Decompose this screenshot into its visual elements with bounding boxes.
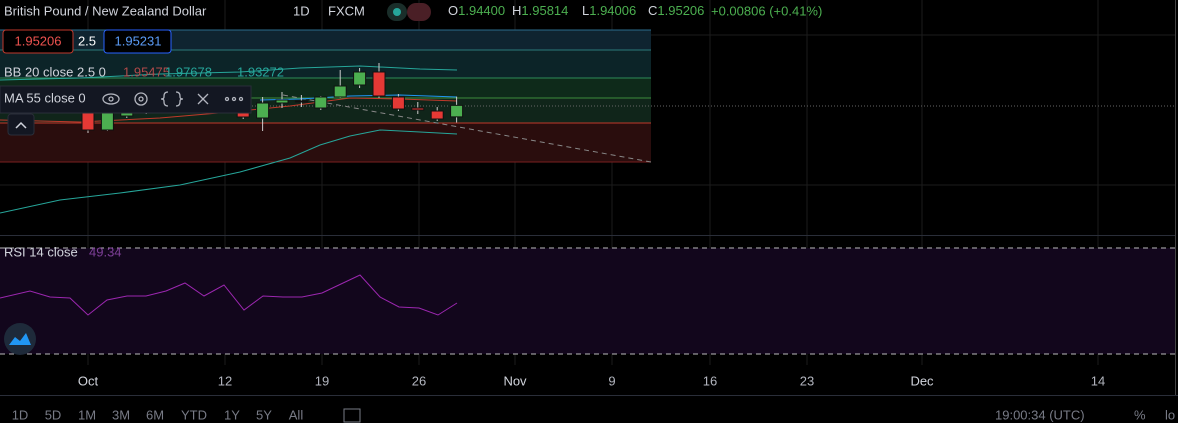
timeframe-button[interactable]: 5Y [256,407,272,422]
candle-body [275,99,289,104]
calendar-icon[interactable] [343,408,361,423]
ohlc-value: 1.94006 [589,3,636,18]
x-tick-label: 12 [218,373,232,388]
x-tick-label: 23 [800,373,814,388]
toolbar: 1D 5D 1M 3M 6M YTD 1Y 5Y All [12,407,304,422]
candle-body [333,85,347,98]
bb-label: BB 20 close 2.5 0 [4,64,106,79]
ohlc-value: 1.95206 [657,3,704,18]
timeframe-button[interactable]: 1D [12,407,29,422]
ma-legend[interactable] [0,85,252,114]
x-tick-label: 16 [703,373,717,388]
rsi-band [0,248,1175,354]
chevron-icon [15,121,27,129]
symbol: British Pound / New Zealand Dollar [4,3,207,18]
ohlc-item: O1.94400 [448,3,505,18]
candle-body [372,71,386,97]
percent-toggle[interactable]: % [1134,407,1146,422]
candle-body [294,100,308,103]
change: +0.00806 (+0.41%) [711,3,822,18]
collapse-button[interactable] [7,113,35,136]
interval[interactable]: 1D [293,3,310,18]
bb-lower: 1.93272 [237,64,284,79]
ohlc-label: H [512,3,521,18]
timeframe-button[interactable]: All [289,407,304,422]
candle-body [353,71,367,86]
timeframe-button[interactable]: 5D [45,407,62,422]
rsi-label: RSI 14 close [4,244,78,259]
candle-body [430,110,444,120]
timeframe-button[interactable]: YTD [181,407,207,422]
timeframe-button[interactable]: 3M [112,407,130,422]
ohlc-label: O [448,3,458,18]
ohlc-value: 1.94400 [458,3,505,18]
ohlc-label: C [648,3,657,18]
x-tick-label: 14 [1091,373,1105,388]
status-dot [393,8,401,16]
timeframe-button[interactable]: 1M [78,407,96,422]
ohlc-value: 1.95814 [521,3,568,18]
log-toggle[interactable]: lo [1165,407,1175,422]
rsi-value: 49.34 [89,244,122,259]
ohlc-item: H1.95814 [512,3,568,18]
ohlc-label: L [582,3,589,18]
timeframe-button[interactable]: 6M [146,407,164,422]
rsi-line [0,274,458,316]
ma-icons[interactable] [102,91,244,107]
sell-box[interactable] [2,29,74,54]
candle-body [411,107,425,111]
logo-mark [9,333,31,345]
candles [81,62,464,133]
candle-body [256,102,270,119]
x-tick-label: Dec [910,373,934,388]
ohlc-item: L1.94006 [582,3,636,18]
ma-label: MA 55 close 0 [4,90,86,105]
market-icon [407,3,431,21]
sell-price: 1.95206 [15,33,62,48]
buy-box[interactable] [103,29,172,54]
candle-body [100,112,114,131]
candle-body [314,96,328,109]
logo[interactable] [4,323,36,355]
x-tick-label: Oct [78,373,99,388]
bb-middle: 1.95475 [123,64,170,79]
ohlc-item: C1.95206 [648,3,704,18]
buy-price: 1.95231 [115,33,162,48]
clock: 19:00:34 (UTC) [995,407,1085,422]
candle-body [391,96,405,110]
candle-body [450,104,464,118]
x-tick-label: 9 [608,373,615,388]
bb-upper: 1.97678 [165,64,212,79]
ohlc: O1.94400 H1.95814 L1.94006 C1.95206 [448,3,704,18]
timeframe-button[interactable]: 1Y [224,407,240,422]
source: FXCM [328,3,365,18]
x-tick-label: Nov [503,373,527,388]
x-axis: Oct 12 19 26 Nov 9 16 23 Dec 14 [78,373,1105,388]
x-tick-label: 26 [412,373,426,388]
spread: 2.5 [78,33,96,48]
x-tick-label: 19 [315,373,329,388]
